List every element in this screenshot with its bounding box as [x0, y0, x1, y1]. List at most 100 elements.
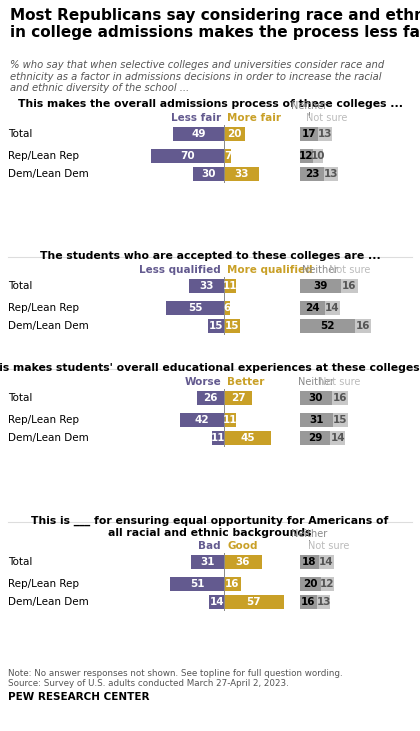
Bar	[224, 595, 284, 609]
Bar	[321, 577, 333, 591]
Bar	[318, 127, 331, 141]
Text: % who say that when selective colleges and universities consider race and
ethnic: % who say that when selective colleges a…	[10, 60, 384, 93]
Text: 55: 55	[188, 303, 202, 313]
Bar	[213, 431, 224, 445]
Bar	[300, 301, 325, 315]
Bar	[189, 279, 224, 293]
Text: 20: 20	[227, 129, 242, 139]
Text: Most Republicans say considering race and ethnicity
in college admissions makes : Most Republicans say considering race an…	[10, 8, 420, 40]
Bar	[300, 319, 354, 333]
Text: 11: 11	[223, 415, 237, 425]
Bar	[300, 431, 331, 445]
Bar	[300, 279, 341, 293]
Text: Good: Good	[227, 541, 257, 551]
Text: 57: 57	[247, 597, 261, 607]
Bar	[325, 301, 340, 315]
Bar	[224, 279, 236, 293]
Text: 39: 39	[313, 281, 328, 291]
Text: Neither: Neither	[291, 529, 328, 539]
Text: 14: 14	[319, 557, 333, 567]
Text: Less qualified: Less qualified	[139, 265, 221, 275]
Text: 29: 29	[308, 433, 323, 443]
Text: 11: 11	[211, 433, 226, 443]
Text: 24: 24	[305, 303, 320, 313]
Bar	[300, 391, 331, 405]
Bar	[224, 431, 271, 445]
Text: This is ___ for ensuring equal opportunity for Americans of
all racial and ethni: This is ___ for ensuring equal opportuni…	[32, 516, 389, 538]
Text: Dem/Lean Dem: Dem/Lean Dem	[8, 597, 89, 607]
Bar	[224, 127, 245, 141]
Bar	[300, 595, 317, 609]
Text: Rep/Lean Rep: Rep/Lean Rep	[8, 151, 79, 161]
Text: 26: 26	[203, 393, 218, 403]
Bar	[224, 391, 252, 405]
Text: 6: 6	[223, 303, 231, 313]
Text: 42: 42	[194, 415, 209, 425]
Bar	[331, 431, 345, 445]
Text: Not sure: Not sure	[319, 377, 361, 387]
Bar	[224, 577, 241, 591]
Text: 14: 14	[331, 433, 345, 443]
Text: This makes the overall admissions process of these colleges ...: This makes the overall admissions proces…	[18, 99, 402, 109]
Bar	[333, 413, 348, 427]
Text: Total: Total	[8, 281, 32, 291]
Text: 7: 7	[224, 151, 231, 161]
Text: 49: 49	[191, 129, 205, 139]
Bar	[319, 555, 333, 569]
Text: 17: 17	[302, 129, 316, 139]
Text: 70: 70	[180, 151, 194, 161]
Text: 12: 12	[320, 579, 335, 589]
Text: 18: 18	[302, 557, 317, 567]
Text: 30: 30	[201, 169, 215, 179]
Text: 14: 14	[209, 597, 224, 607]
Text: More qualified: More qualified	[227, 265, 312, 275]
Bar	[317, 595, 331, 609]
Text: Dem/Lean Dem: Dem/Lean Dem	[8, 433, 89, 443]
Text: Rep/Lean Rep: Rep/Lean Rep	[8, 579, 79, 589]
Text: 15: 15	[225, 321, 239, 331]
Text: Neither: Neither	[298, 377, 334, 387]
Text: 14: 14	[325, 303, 340, 313]
Text: 16: 16	[356, 321, 370, 331]
Bar	[224, 167, 259, 181]
Bar	[173, 127, 224, 141]
Text: 12: 12	[299, 151, 314, 161]
Bar	[166, 301, 224, 315]
Text: Less fair: Less fair	[171, 113, 221, 123]
Bar	[224, 555, 262, 569]
Bar	[354, 319, 371, 333]
Bar	[341, 279, 358, 293]
Bar	[300, 167, 324, 181]
Bar	[150, 149, 224, 163]
Bar	[300, 555, 319, 569]
Text: More fair: More fair	[227, 113, 281, 123]
Text: 16: 16	[333, 393, 347, 403]
Bar	[192, 167, 224, 181]
Text: 52: 52	[320, 321, 335, 331]
Text: Source: Survey of U.S. adults conducted March 27-April 2, 2023.: Source: Survey of U.S. adults conducted …	[8, 679, 289, 688]
Text: Total: Total	[8, 393, 32, 403]
Text: Neither: Neither	[302, 265, 339, 275]
Text: 27: 27	[231, 393, 245, 403]
Bar	[300, 149, 312, 163]
Text: Not sure: Not sure	[307, 541, 349, 551]
Text: Rep/Lean Rep: Rep/Lean Rep	[8, 415, 79, 425]
Text: Total: Total	[8, 129, 32, 139]
Text: 11: 11	[223, 281, 237, 291]
Text: 31: 31	[309, 415, 323, 425]
Text: 13: 13	[318, 129, 332, 139]
Text: PEW RESEARCH CENTER: PEW RESEARCH CENTER	[8, 692, 150, 702]
Text: 31: 31	[200, 557, 215, 567]
Bar	[331, 391, 348, 405]
Bar	[192, 555, 224, 569]
Text: 16: 16	[342, 281, 357, 291]
Bar	[300, 577, 321, 591]
Text: Dem/Lean Dem: Dem/Lean Dem	[8, 169, 89, 179]
Bar	[300, 413, 333, 427]
Text: Not sure: Not sure	[329, 265, 370, 275]
Text: 51: 51	[190, 579, 205, 589]
Text: 33: 33	[234, 169, 249, 179]
Text: Total: Total	[8, 557, 32, 567]
Text: Better: Better	[227, 377, 264, 387]
Text: 23: 23	[305, 169, 319, 179]
